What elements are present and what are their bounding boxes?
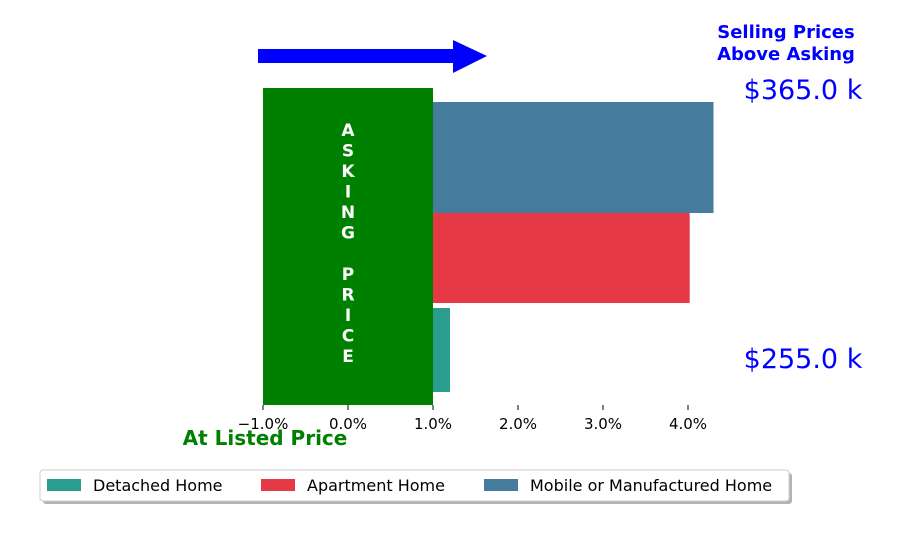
legend-swatch <box>261 479 295 491</box>
asking-letter: A <box>341 121 355 141</box>
asking-price-band <box>263 88 433 405</box>
asking-letter: S <box>342 142 354 162</box>
x-tick-label: 3.0% <box>584 415 622 433</box>
x-tick-label: 1.0% <box>414 415 452 433</box>
asking-letter: R <box>341 286 354 306</box>
asking-letter: C <box>342 327 354 347</box>
asking-letter: E <box>342 347 354 367</box>
selling-title-line2: Above Asking <box>717 44 855 65</box>
bar-apartment-home <box>433 213 690 303</box>
legend-frame <box>39 469 790 502</box>
asking-letter: K <box>341 162 355 182</box>
x-tick-label: 0.0% <box>329 415 367 433</box>
direction-arrow-icon <box>258 40 487 73</box>
legend-swatch <box>47 479 81 491</box>
x-tick-label: 2.0% <box>499 415 537 433</box>
legend-swatch <box>484 479 518 491</box>
asking-letter: N <box>341 203 355 223</box>
legend-label: Mobile or Manufactured Home <box>530 476 772 495</box>
x-tick-label: 4.0% <box>669 415 707 433</box>
asking-letter: G <box>341 224 355 244</box>
asking-letter: I <box>345 183 351 203</box>
legend-label: Detached Home <box>93 476 223 495</box>
listed-price-label: At Listed Price <box>183 426 348 450</box>
asking-letter: P <box>342 265 354 285</box>
asking-letter: I <box>345 306 351 326</box>
top-price-label: $365.0 k <box>744 75 863 106</box>
bottom-price-label: $255.0 k <box>744 344 863 375</box>
selling-title-line1: Selling Prices <box>717 22 854 43</box>
bar-detached-home <box>433 308 450 392</box>
legend: Detached Home Apartment Home Mobile or Man… <box>39 469 792 504</box>
x-tick-label: −1.0% <box>238 415 289 433</box>
bar-mobile-or-manufactured-home <box>433 102 714 213</box>
legend-label: Apartment Home <box>307 476 445 495</box>
